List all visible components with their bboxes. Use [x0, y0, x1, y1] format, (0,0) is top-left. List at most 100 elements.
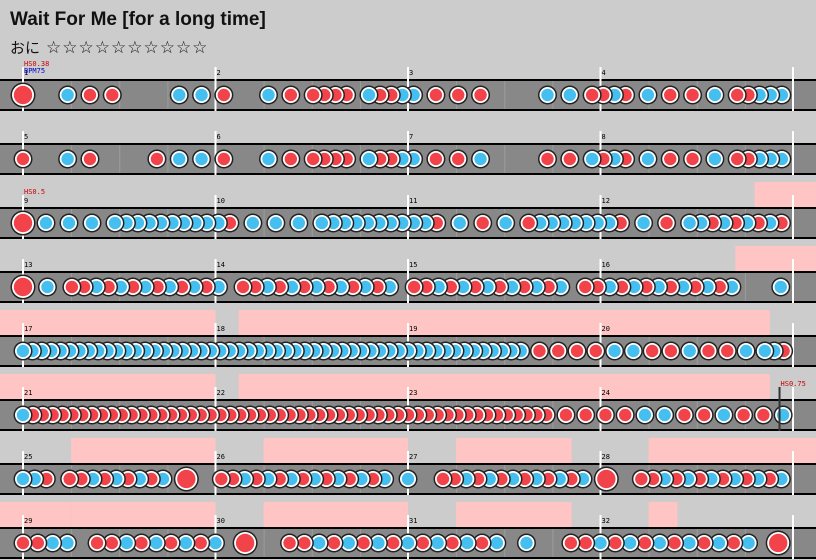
- don-note: [686, 88, 699, 102]
- ka-note: [310, 280, 323, 294]
- ka-note: [453, 216, 466, 230]
- ka-note: [39, 216, 53, 230]
- don-note: [407, 280, 421, 294]
- gogo-section: [648, 438, 816, 465]
- don-note: [175, 280, 189, 294]
- beat-line: [119, 145, 121, 173]
- ka-note: [585, 152, 599, 166]
- song-title: Wait For Me [for a long time]: [10, 9, 266, 30]
- don-note: [522, 216, 535, 230]
- don-note: [664, 88, 677, 102]
- ka-note: [362, 88, 376, 102]
- don-note: [429, 88, 443, 102]
- event-label: HS0.75: [781, 380, 806, 388]
- don-note: [416, 536, 430, 550]
- gogo-section: [71, 438, 216, 465]
- measure-number: 11: [409, 197, 417, 205]
- don-note: [357, 536, 370, 550]
- don-note: [83, 88, 97, 102]
- don-note: [542, 280, 555, 294]
- don-note: [476, 216, 489, 230]
- ka-note: [461, 536, 474, 550]
- don-note: [640, 280, 653, 294]
- ka-note: [139, 280, 152, 294]
- measure-number: 26: [217, 453, 225, 461]
- measure-number: 18: [217, 325, 225, 333]
- ka-note: [474, 152, 487, 166]
- ka-note: [431, 536, 444, 550]
- don-note: [327, 536, 341, 550]
- measure-number: 16: [602, 261, 610, 269]
- don-note: [284, 152, 298, 166]
- don-note: [235, 533, 255, 553]
- don-note: [16, 536, 30, 550]
- don-note: [668, 536, 681, 550]
- don-note: [697, 408, 711, 422]
- ka-note: [499, 216, 512, 230]
- don-note: [475, 536, 489, 550]
- don-note: [65, 280, 79, 294]
- difficulty-label: おに: [10, 39, 41, 57]
- measure-line: [792, 195, 794, 239]
- measure-line: [792, 451, 794, 495]
- don-note: [589, 344, 603, 358]
- ka-note: [41, 280, 54, 294]
- ka-note: [676, 280, 690, 294]
- don-note: [429, 152, 443, 166]
- ka-note: [173, 152, 186, 166]
- gogo-section: [735, 246, 816, 273]
- don-note: [273, 280, 286, 294]
- ka-note: [683, 344, 696, 358]
- ka-note: [62, 216, 76, 230]
- don-note: [727, 536, 740, 550]
- ka-note: [61, 88, 74, 102]
- ka-note: [627, 344, 640, 358]
- ka-note: [262, 88, 275, 102]
- don-note: [597, 469, 616, 489]
- don-note: [446, 536, 459, 550]
- ka-note: [16, 472, 30, 486]
- event-label: BPM75: [24, 67, 45, 75]
- don-note: [306, 88, 320, 102]
- don-note: [200, 280, 213, 294]
- gogo-section: [238, 310, 770, 337]
- don-note: [533, 344, 546, 358]
- gogo-section: [456, 502, 572, 529]
- don-note: [150, 152, 164, 166]
- ka-note: [623, 536, 637, 550]
- beat-line: [167, 145, 169, 173]
- measure-number: 23: [409, 389, 417, 397]
- ka-note: [653, 536, 666, 550]
- gogo-section: [0, 310, 216, 337]
- ka-note: [594, 536, 607, 550]
- measure-number: 30: [217, 517, 225, 525]
- don-note: [517, 280, 531, 294]
- ka-note: [150, 536, 163, 550]
- don-note: [579, 536, 592, 550]
- ka-note: [739, 344, 753, 358]
- don-note: [452, 88, 465, 102]
- measure-number: 19: [409, 325, 417, 333]
- don-note: [217, 88, 231, 102]
- measure-number: 31: [409, 517, 417, 525]
- gogo-section: [0, 374, 216, 401]
- measure-line: [792, 67, 794, 111]
- difficulty-stars: ☆☆☆☆☆☆☆☆☆☆: [46, 38, 209, 58]
- measure-number: 7: [409, 133, 413, 141]
- don-note: [13, 213, 33, 233]
- don-note: [215, 472, 228, 486]
- beat-line: [504, 145, 506, 173]
- don-note: [493, 280, 506, 294]
- don-note: [164, 536, 178, 550]
- gogo-section: [263, 438, 408, 465]
- ka-note: [554, 280, 567, 294]
- gogo-section: [456, 438, 572, 465]
- ka-note: [334, 280, 347, 294]
- ka-note: [432, 280, 445, 294]
- don-note: [346, 280, 360, 294]
- don-note: [579, 280, 592, 294]
- don-note: [563, 152, 577, 166]
- don-note: [16, 152, 30, 166]
- measure-number: 2: [217, 69, 221, 77]
- ka-note: [315, 216, 329, 230]
